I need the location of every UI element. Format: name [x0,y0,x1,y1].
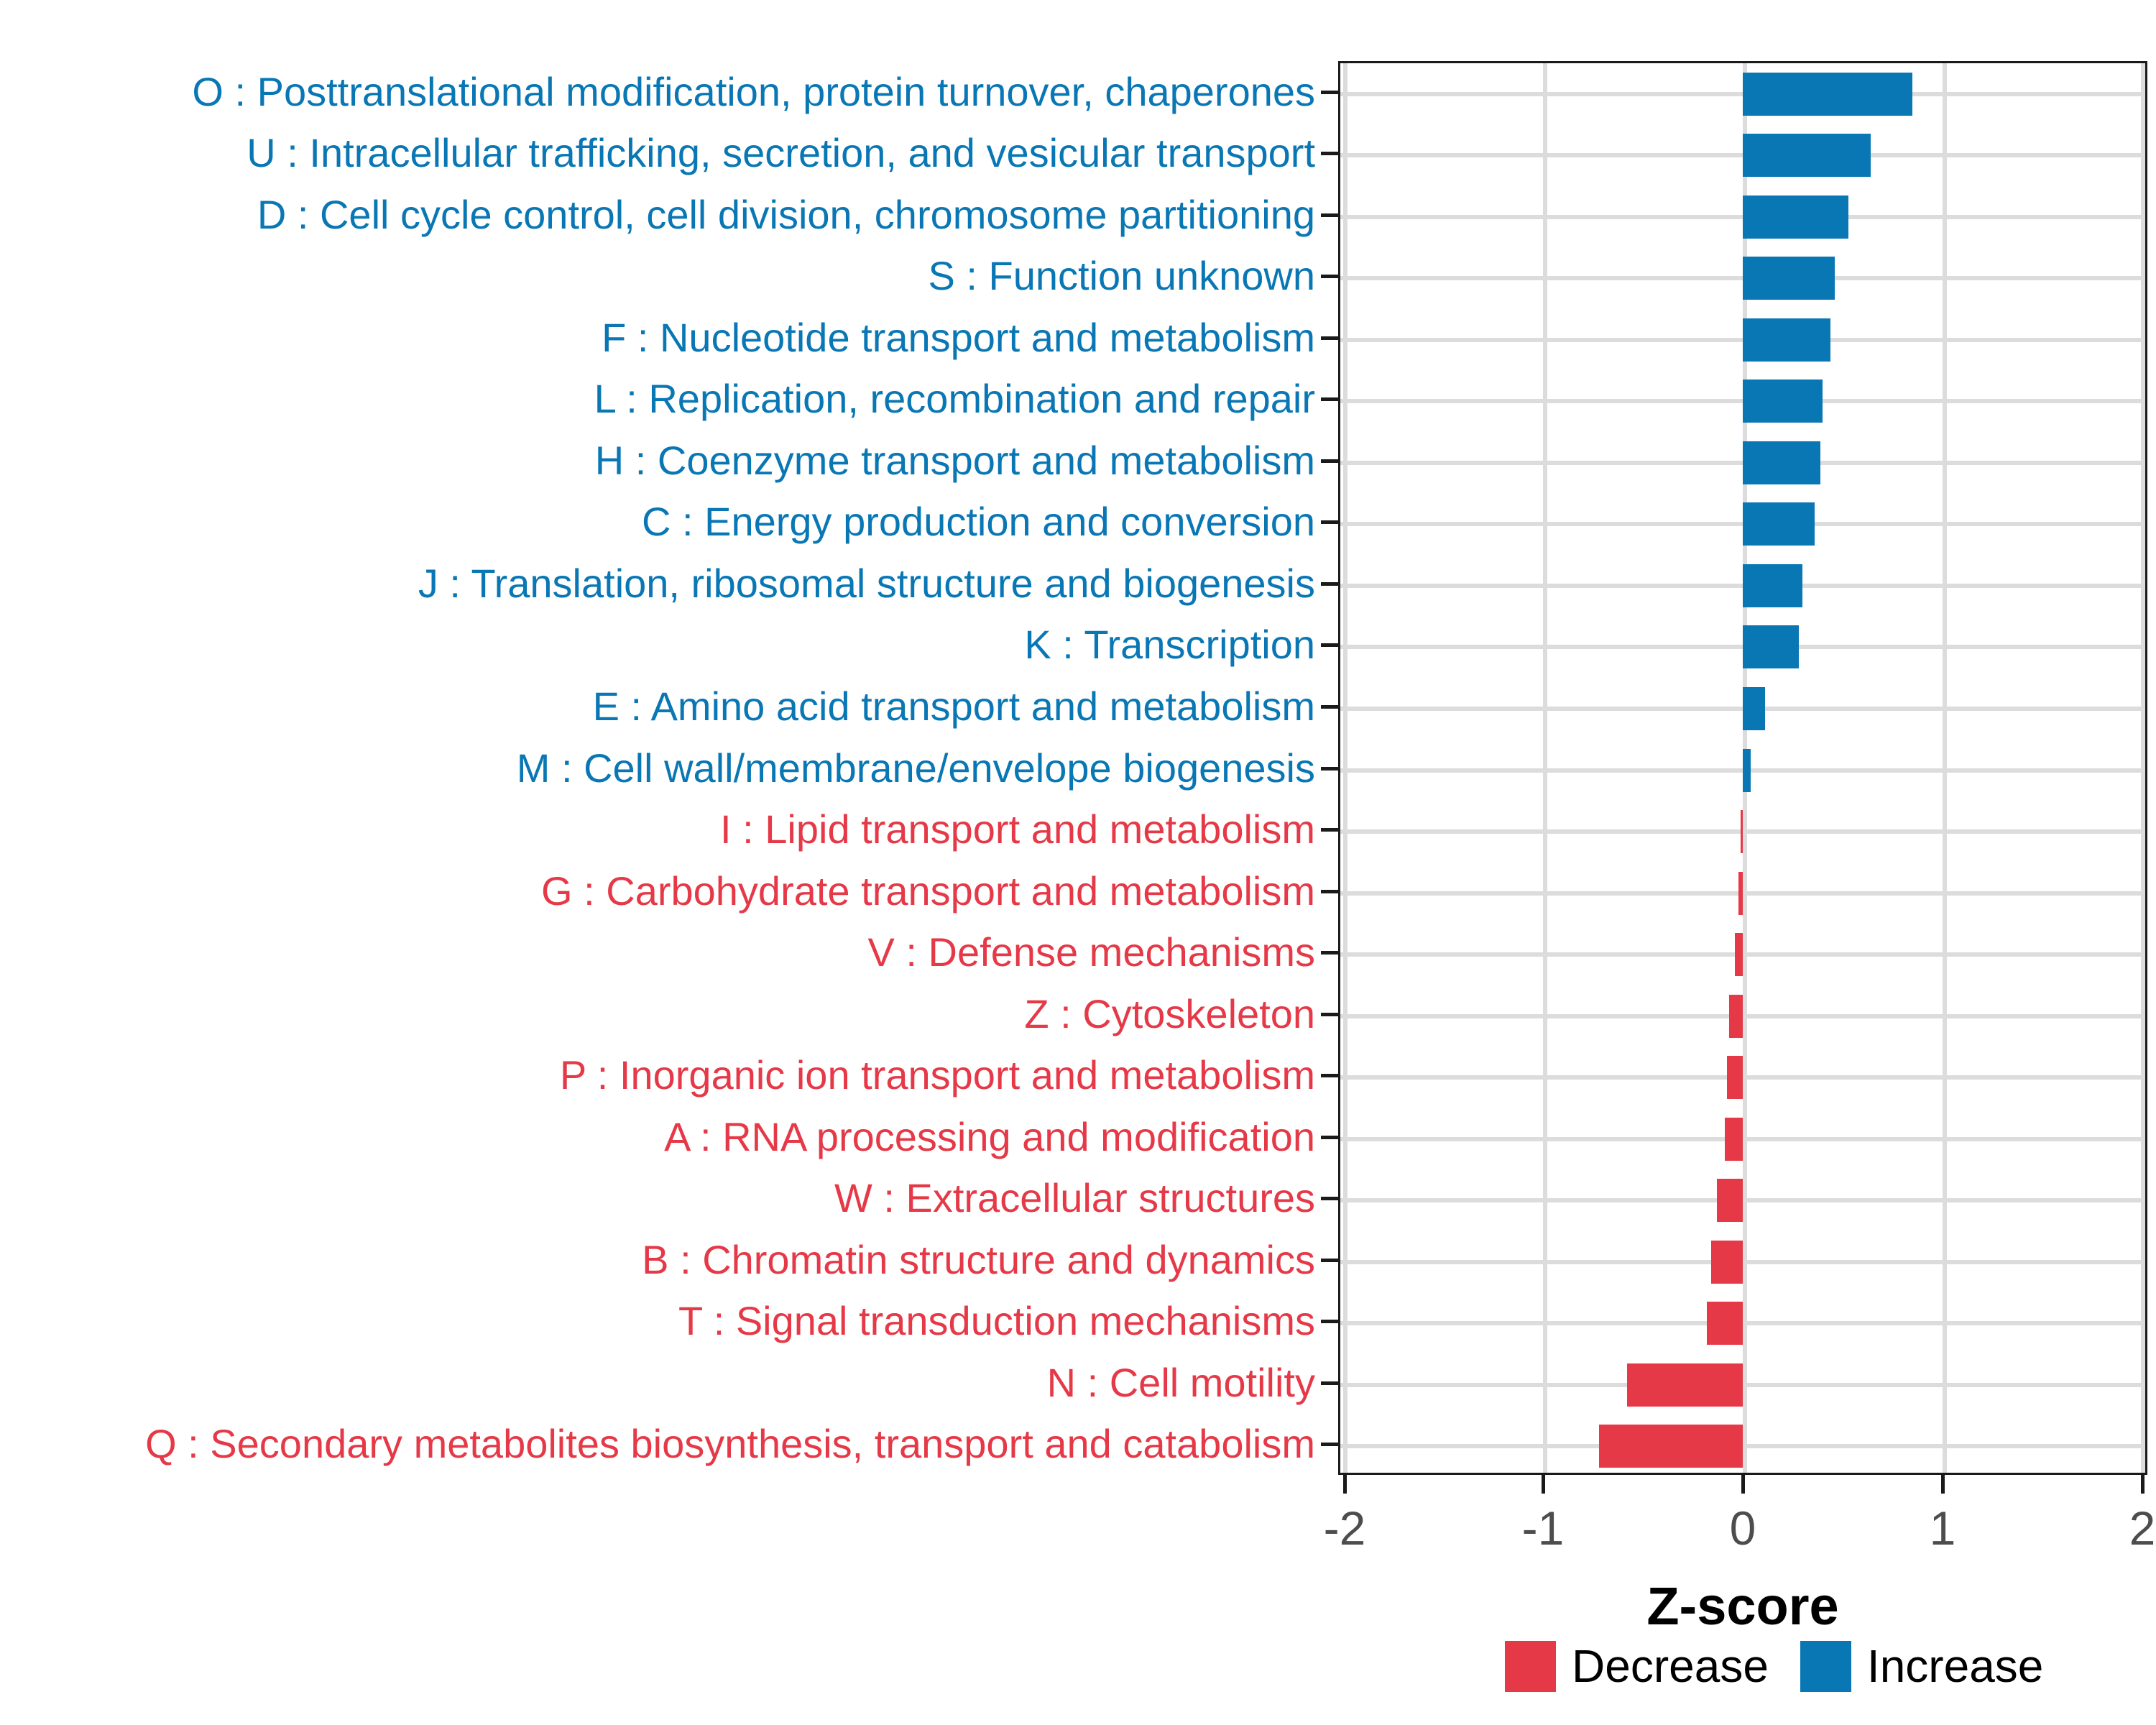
bar-O [1743,72,1913,116]
legend-label-decrease: Decrease [1572,1640,1769,1692]
legend-swatch-increase [1800,1640,1851,1692]
x-axis-title: Z-score [1646,1576,1839,1636]
category-label: V : Defense mechanisms [867,929,1315,975]
bar-P [1726,1056,1743,1100]
y-gridline [1340,1198,2145,1203]
y-axis-tick [1321,704,1338,709]
bar-A [1724,1117,1743,1161]
bar-D [1743,195,1849,239]
y-axis-tick [1321,90,1338,94]
y-gridline [1340,952,2145,957]
bar-L [1743,380,1823,423]
y-axis-tick [1321,1320,1338,1324]
category-label: Q : Secondary metabolites biosynthesis, … [145,1421,1315,1467]
category-label: W : Extracellular structures [834,1175,1315,1221]
y-gridline [1340,1321,2145,1326]
category-label: D : Cell cycle control, cell division, c… [257,191,1315,237]
category-label: H : Coenzyme transport and metabolism [594,437,1315,483]
y-gridline [1340,1259,2145,1264]
y-gridline [1340,891,2145,896]
x-axis-tick-label: -1 [1521,1501,1565,1555]
x-axis-tick [2141,1475,2145,1494]
category-label: U : Intracellular trafficking, secretion… [247,130,1315,176]
y-gridline [1340,1136,2145,1141]
y-axis-tick [1321,1135,1338,1139]
legend-swatch-decrease [1505,1640,1556,1692]
category-label: N : Cell motility [1046,1359,1315,1405]
bar-M [1743,748,1751,792]
x-axis-tick [1542,1475,1545,1494]
category-label: O : Posttranslational modification, prot… [192,68,1315,114]
bar-F [1743,318,1831,362]
x-axis-tick-label: 2 [2129,1501,2156,1555]
bar-S [1743,257,1835,300]
x-axis-tick-label: 1 [1929,1501,1956,1555]
y-axis-tick [1321,397,1338,402]
bar-W [1716,1179,1743,1223]
category-label: J : Translation, ribosomal structure and… [418,560,1315,606]
bar-N [1626,1363,1743,1407]
y-gridline [1340,1075,2145,1080]
y-axis-tick [1321,1197,1338,1201]
y-axis-tick [1321,581,1338,586]
category-label: L : Replication, recombination and repai… [594,376,1315,422]
plot-panel [1338,61,2147,1475]
y-axis-tick [1321,520,1338,525]
y-axis-tick [1321,643,1338,648]
y-gridline [1340,1382,2145,1387]
bar-B [1710,1240,1743,1284]
y-axis-tick [1321,828,1338,832]
y-axis-tick [1321,152,1338,156]
x-axis-tick [1741,1475,1745,1494]
bar-E [1743,686,1765,730]
x-axis-tick [1941,1475,1945,1494]
category-label: C : Energy production and conversion [642,499,1315,545]
legend-label-increase: Increase [1866,1640,2044,1692]
y-gridline [1340,829,2145,834]
y-axis-tick [1321,951,1338,955]
y-axis-tick [1321,459,1338,463]
x-axis-tick-label: 0 [1729,1501,1756,1555]
legend: Decrease Increase [1505,1640,2075,1692]
bar-H [1743,441,1821,484]
bar-G [1738,871,1743,915]
y-axis-tick [1321,889,1338,893]
y-axis-tick [1321,275,1338,279]
y-gridline [1340,1013,2145,1018]
category-label: A : RNA processing and modification [664,1113,1315,1159]
y-axis-tick [1321,1443,1338,1447]
category-label: Z : Cytoskeleton [1024,990,1315,1036]
y-axis-tick [1321,1074,1338,1078]
bar-Q [1598,1425,1743,1468]
y-axis-tick [1321,1381,1338,1385]
bar-U [1743,134,1871,178]
bar-J [1743,564,1803,607]
category-label: B : Chromatin structure and dynamics [642,1236,1315,1282]
bar-Z [1728,994,1743,1038]
category-label: P : Inorganic ion transport and metaboli… [559,1052,1315,1098]
category-label: F : Nucleotide transport and metabolism [602,314,1315,360]
y-axis-tick [1321,336,1338,340]
x-axis-tick-label: -2 [1323,1501,1366,1555]
category-label: T : Signal transduction mechanisms [678,1298,1315,1344]
category-label: E : Amino acid transport and metabolism [592,683,1315,729]
x-axis-tick [1343,1475,1347,1494]
bar-T [1706,1302,1743,1346]
category-label: M : Cell wall/membrane/envelope biogenes… [516,745,1315,791]
y-axis-tick [1321,1258,1338,1262]
bar-C [1743,502,1815,546]
bar-I [1741,810,1743,854]
bar-V [1734,933,1743,977]
category-label: I : Lipid transport and metabolism [720,806,1315,852]
y-axis-tick [1321,213,1338,217]
y-axis-tick [1321,1012,1338,1016]
category-label: S : Function unknown [928,253,1315,299]
y-axis-tick [1321,766,1338,770]
y-gridline [1340,1444,2145,1449]
category-label: G : Carbohydrate transport and metabolis… [541,868,1315,914]
category-label: K : Transcription [1024,622,1315,668]
bar-K [1743,625,1799,669]
